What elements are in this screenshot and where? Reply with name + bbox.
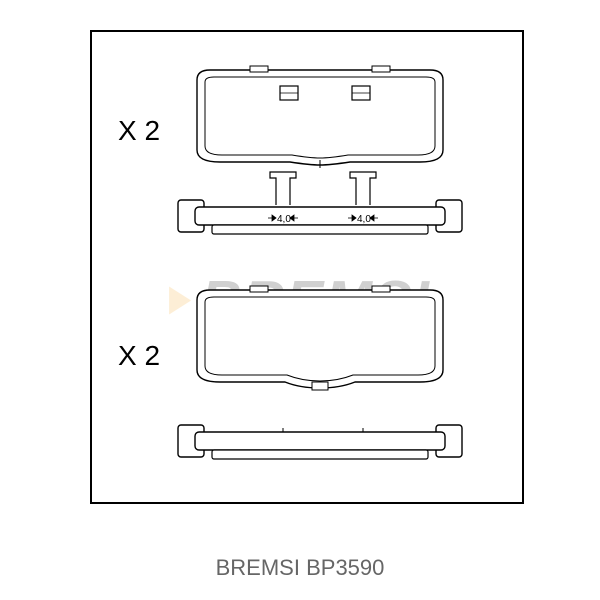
product-caption: BREMSI BP3590 — [0, 555, 600, 581]
upper-pad-plate — [178, 200, 462, 234]
caption-brand: BREMSI — [216, 555, 300, 580]
brake-pad-diagram — [0, 0, 600, 600]
lower-pad-face — [197, 286, 443, 390]
caption-partno: BP3590 — [306, 555, 384, 580]
dim-label-left: 4,0 — [277, 214, 291, 225]
lower-pad-plate — [178, 425, 462, 459]
qty-label-lower: X 2 — [118, 340, 160, 372]
upper-pad-face — [197, 66, 443, 168]
qty-label-upper: X 2 — [118, 115, 160, 147]
dim-label-right: 4,0 — [357, 214, 371, 225]
